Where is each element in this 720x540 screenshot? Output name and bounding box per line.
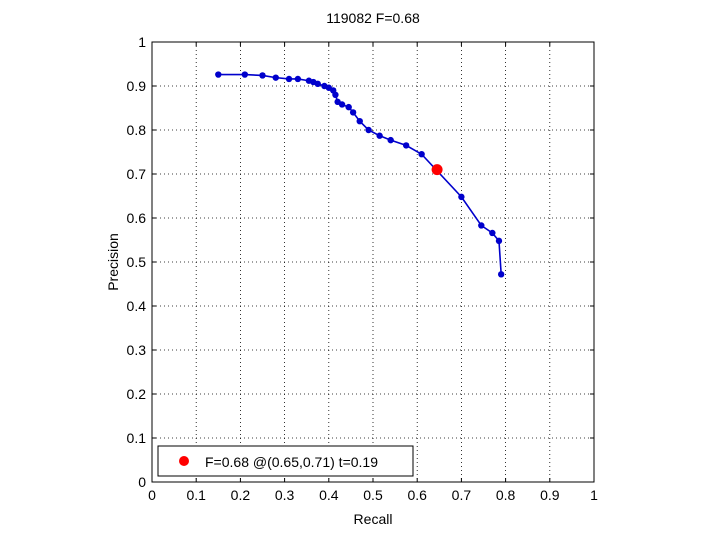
highlight-layer — [431, 164, 443, 176]
data-point — [418, 151, 425, 158]
data-point — [215, 71, 222, 78]
data-point — [356, 118, 363, 125]
y-axis-label: Precision — [105, 233, 121, 291]
y-tick-label: 0.6 — [127, 210, 147, 226]
data-point — [241, 71, 249, 78]
y-tick-label: 0.2 — [127, 386, 147, 402]
y-tick-label: 0.8 — [127, 122, 147, 138]
data-point — [365, 126, 372, 134]
y-tick-label: 0.1 — [127, 430, 147, 446]
series-layer — [215, 71, 505, 278]
legend: F=0.68 @(0.65,0.71) t=0.19 — [157, 445, 414, 477]
data-point — [478, 222, 485, 229]
x-tick-label: 0.6 — [407, 487, 427, 503]
data-point — [285, 75, 293, 83]
x-tick-label: 0.7 — [452, 487, 472, 503]
chart-title: 119082 F=0.68 — [326, 10, 420, 26]
y-tick-label: 0.7 — [127, 166, 147, 182]
y-tick-label: 0.9 — [127, 78, 147, 94]
data-point — [272, 74, 279, 81]
x-tick-label: 0.3 — [275, 487, 295, 503]
y-tick-label: 0.3 — [127, 342, 147, 358]
data-point — [332, 91, 339, 99]
data-point — [294, 75, 302, 83]
x-tick-label: 0.9 — [540, 487, 560, 503]
x-tick-label: 0 — [148, 487, 156, 503]
best-f-point — [431, 164, 443, 176]
data-point — [376, 132, 383, 139]
data-point — [495, 237, 503, 245]
y-tick-label: 0.5 — [127, 254, 147, 270]
grid — [152, 42, 594, 482]
legend-box — [157, 445, 414, 477]
data-point — [497, 271, 505, 278]
x-tick-label: 0.4 — [319, 487, 339, 503]
x-tick-label: 0.2 — [231, 487, 251, 503]
x-tick-label: 0.1 — [186, 487, 206, 503]
legend-entry-label: F=0.68 @(0.65,0.71) t=0.19 — [205, 454, 378, 470]
data-point — [402, 142, 410, 149]
data-point — [345, 103, 352, 111]
data-point — [338, 101, 346, 108]
data-point — [458, 193, 465, 201]
data-point — [349, 109, 357, 116]
y-tick-label: 1 — [138, 34, 146, 50]
x-tick-label: 0.5 — [363, 487, 383, 503]
x-tick-label: 1 — [590, 487, 598, 503]
y-tick-label: 0.4 — [127, 298, 147, 314]
data-point — [314, 80, 321, 88]
ticks: 0 0.1 0.2 0.3 0.4 0.5 0.6 0.7 0.8 0.9 1 0 0.1 0.2 0.3 0… — [127, 34, 599, 503]
x-axis-label: Recall — [354, 511, 393, 527]
data-point — [259, 72, 266, 79]
data-point — [489, 229, 496, 237]
y-tick-label: 0 — [138, 474, 146, 490]
data-point — [387, 136, 394, 144]
legend-marker — [179, 456, 189, 466]
x-tick-label: 0.8 — [496, 487, 516, 503]
